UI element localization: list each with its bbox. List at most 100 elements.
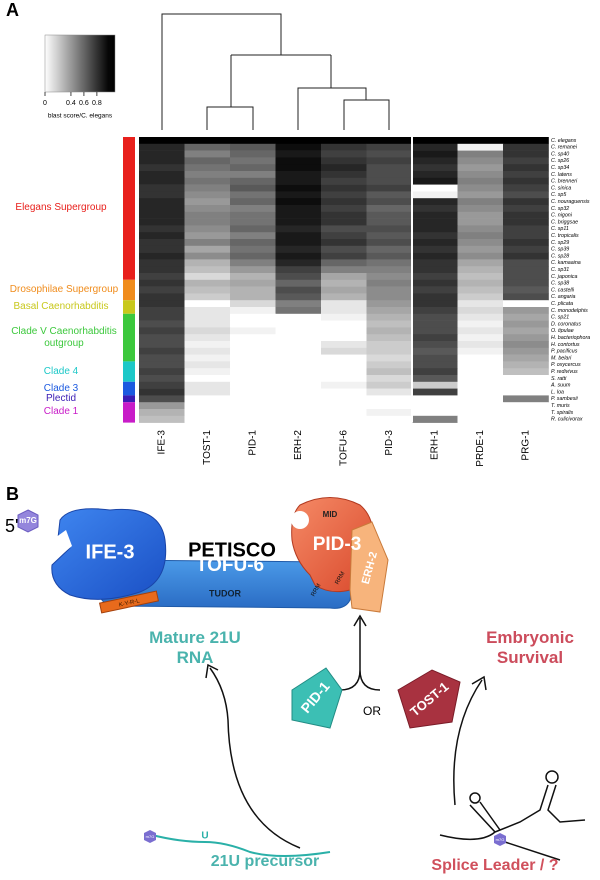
- heat-cell: [457, 293, 504, 301]
- species-label: C. nouraguensis: [551, 199, 590, 205]
- clade-bar: [123, 300, 135, 314]
- heat-cell: [457, 388, 504, 396]
- heat-cell: [503, 375, 549, 383]
- heat-cell: [139, 205, 185, 213]
- heat-cell: [184, 368, 231, 376]
- heat-cell: [184, 164, 231, 172]
- heat-cell: [139, 252, 185, 260]
- heat-cell: [457, 313, 504, 321]
- heat-cell: [457, 137, 504, 145]
- species-label: C. kamaaina: [551, 260, 581, 266]
- heat-cell: [321, 239, 367, 247]
- heat-cell: [457, 341, 504, 349]
- heat-cell: [321, 402, 367, 410]
- heat-cell: [457, 415, 504, 423]
- heat-cell: [412, 232, 458, 240]
- heat-cell: [412, 198, 458, 206]
- heat-cell: [366, 218, 413, 226]
- heat-cell: [184, 361, 231, 369]
- heat-cell: [275, 239, 322, 247]
- pid3-pocket: [291, 511, 309, 529]
- heat-cell: [321, 205, 367, 213]
- heat-cell: [230, 211, 276, 219]
- heat-cell: [457, 279, 504, 287]
- heat-cell: [275, 320, 322, 328]
- heat-cell: [457, 286, 504, 294]
- heat-cell: [275, 395, 322, 403]
- heat-cell: [184, 286, 231, 294]
- species-label: C. sp40: [551, 151, 569, 157]
- heat-cell: [503, 171, 549, 179]
- heat-cell: [503, 415, 549, 423]
- heat-cell: [275, 307, 322, 315]
- heat-cell: [321, 341, 367, 349]
- heat-cell: [230, 341, 276, 349]
- heat-cell: [503, 293, 549, 301]
- heat-cell: [412, 218, 458, 226]
- heat-cell: [275, 347, 322, 355]
- heat-cell: [230, 252, 276, 260]
- heat-cell: [366, 211, 413, 219]
- mature-label: Mature 21U RNA: [149, 628, 241, 667]
- heat-cell: [412, 273, 458, 281]
- heat-cell: [503, 307, 549, 315]
- clade-bar: [123, 137, 135, 280]
- heat-cell: [321, 143, 367, 151]
- clade-label: Clade 4: [43, 365, 79, 377]
- heat-cell: [275, 341, 322, 349]
- heat-cell: [366, 191, 413, 199]
- heat-cell: [139, 313, 185, 321]
- heat-cell: [366, 395, 413, 403]
- heat-cell: [139, 198, 185, 206]
- heat-cell: [457, 375, 504, 383]
- heat-cell: [321, 177, 367, 185]
- heat-cell: [230, 239, 276, 247]
- heat-cell: [457, 184, 504, 192]
- heat-cell: [184, 245, 231, 253]
- heat-cell: [366, 177, 413, 185]
- heat-cell: [503, 320, 549, 328]
- heat-cell: [184, 381, 231, 389]
- heat-cell: [412, 402, 458, 410]
- heat-cell: [275, 361, 322, 369]
- heat-cell: [184, 137, 231, 145]
- species-label: C. sinica: [551, 185, 571, 191]
- heat-cell: [321, 164, 367, 172]
- heat-cell: [412, 307, 458, 315]
- heat-cell: [230, 293, 276, 301]
- clade-bar: [123, 279, 135, 301]
- heat-cell: [139, 381, 185, 389]
- heat-cell: [457, 232, 504, 240]
- heat-cell: [366, 307, 413, 315]
- heat-cell: [230, 313, 276, 321]
- heat-cell: [412, 137, 458, 145]
- heat-cell: [184, 211, 231, 219]
- heat-cell: [184, 354, 231, 362]
- panel-label: A: [6, 0, 19, 20]
- heat-cell: [457, 198, 504, 206]
- or-label: OR: [363, 704, 381, 718]
- heat-cell: [184, 150, 231, 158]
- heat-cell: [139, 327, 185, 335]
- heat-cell: [230, 395, 276, 403]
- heat-cell: [503, 239, 549, 247]
- panel-label: B: [6, 484, 19, 504]
- heat-cell: [457, 368, 504, 376]
- heat-cell: [366, 388, 413, 396]
- heat-cell: [457, 402, 504, 410]
- column-label: IFE-3: [156, 430, 167, 455]
- heat-cell: [275, 150, 322, 158]
- heat-cell: [366, 232, 413, 240]
- column-label: PID-3: [384, 430, 395, 456]
- heat-cell: [321, 279, 367, 287]
- heat-cell: [275, 191, 322, 199]
- colorbar-tick-label: 0.4: [66, 100, 76, 107]
- heat-cell: [457, 334, 504, 342]
- heat-cell: [139, 307, 185, 315]
- heat-cell: [139, 361, 185, 369]
- species-label: C. sp38: [551, 281, 569, 287]
- heat-cell: [275, 375, 322, 383]
- clade-bar: [123, 381, 135, 396]
- heat-cell: [139, 137, 185, 145]
- species-label: R. culicivorax: [551, 417, 583, 423]
